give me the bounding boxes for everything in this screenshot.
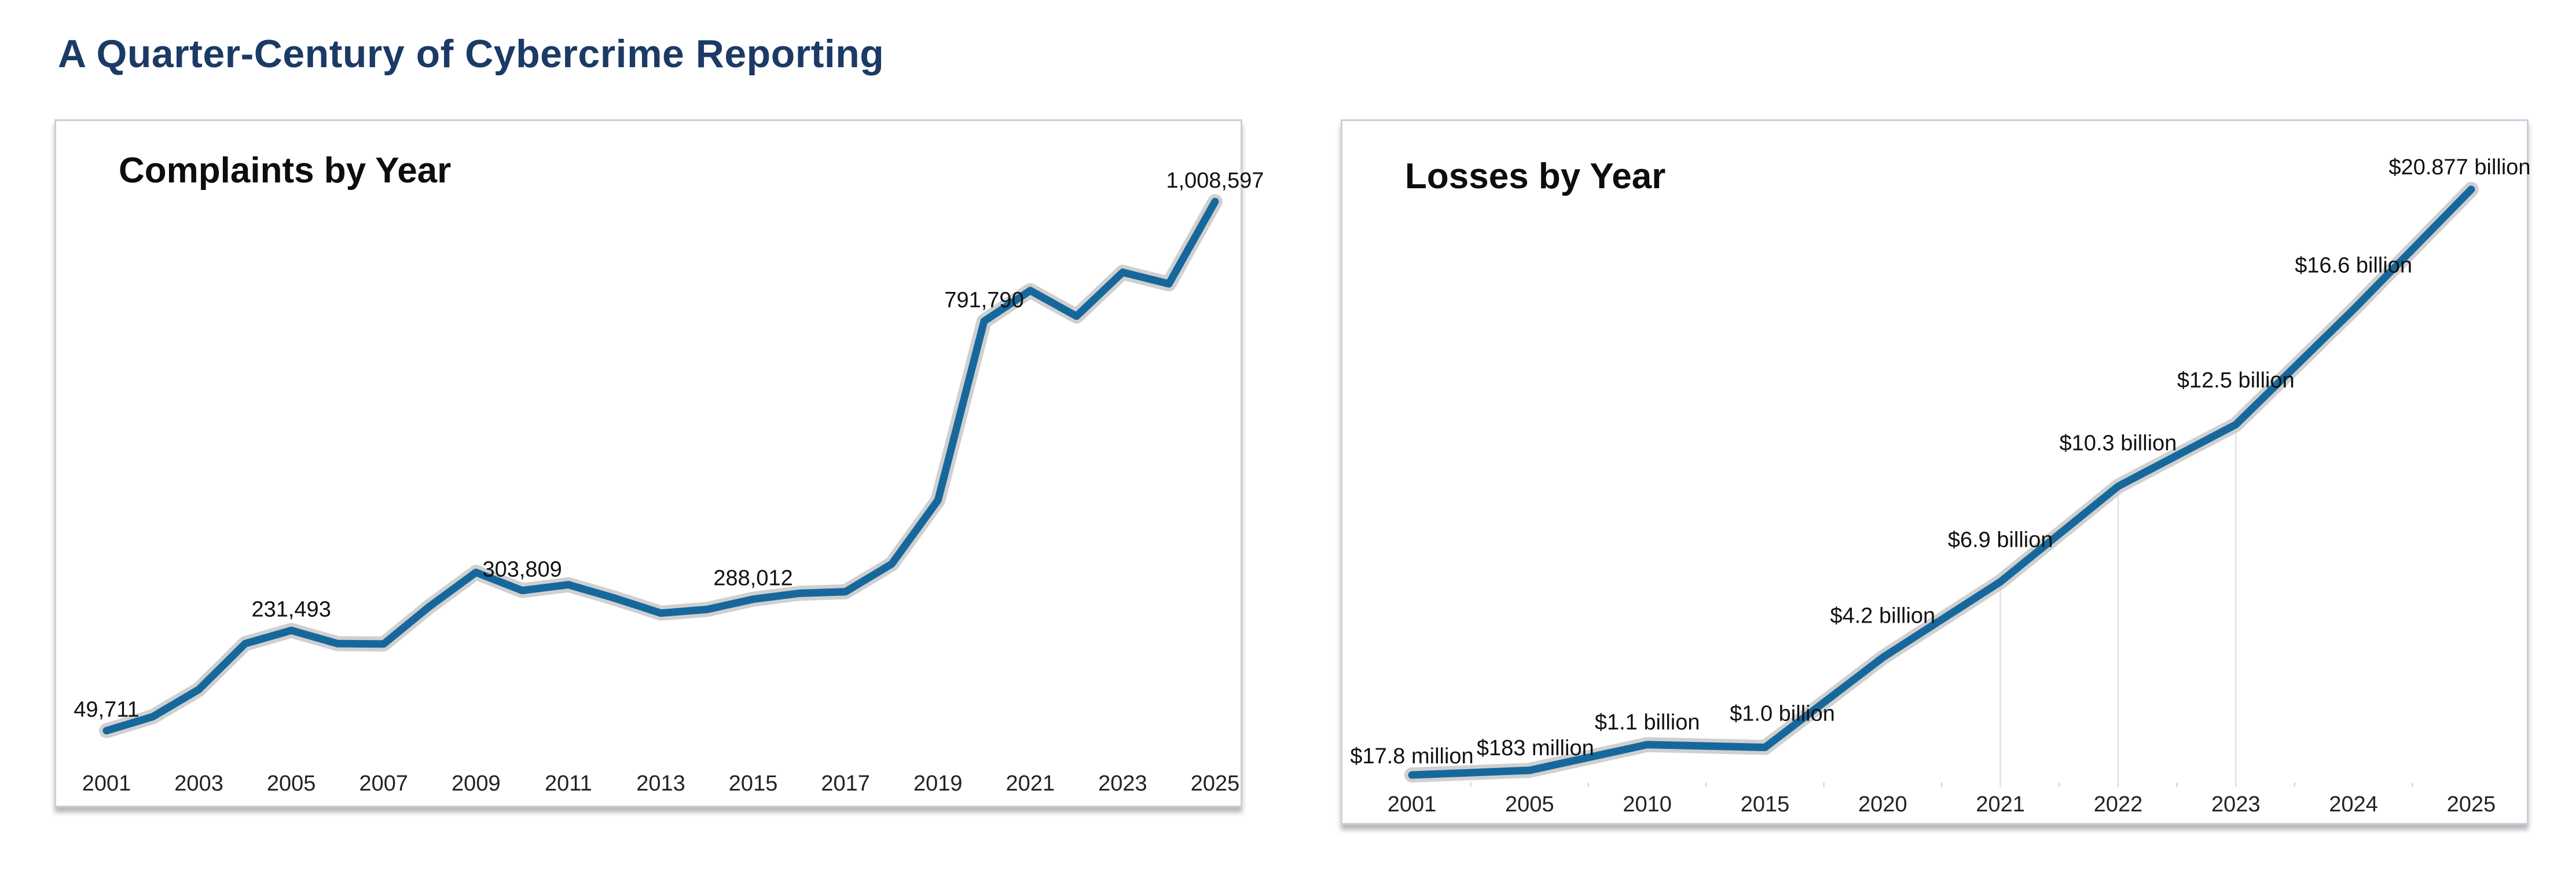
complaints-x-tick-2019: 2019: [913, 771, 963, 796]
complaints-point-2004: [244, 642, 247, 645]
losses-chart-title: Losses by Year: [1405, 156, 1666, 196]
complaints-point-2017: [844, 590, 847, 593]
complaints-point-2008: [428, 605, 431, 608]
complaints-point-2014: [706, 608, 709, 611]
complaints-point-2023: [1121, 271, 1124, 274]
losses-x-tick-2005: 2005: [1505, 792, 1554, 817]
losses-point-2015: [1764, 746, 1766, 749]
losses-point-2022: [2117, 485, 2119, 488]
complaints-x-tick-2013: 2013: [636, 771, 685, 796]
complaints-data-label-2010: 303,809: [482, 558, 562, 582]
complaints-x-tick-2017: 2017: [821, 771, 870, 796]
losses-point-2001: [1411, 774, 1413, 777]
complaints-point-2011: [567, 583, 570, 586]
complaints-point-2003: [197, 688, 200, 691]
losses-x-tick-2025: 2025: [2447, 792, 2496, 817]
complaints-point-2006: [336, 642, 339, 645]
complaints-point-2019: [937, 499, 940, 502]
losses-data-label-2015: $1.0 billion: [1730, 702, 1835, 726]
losses-chart-panel: Losses by Year 2001 2005 2010 2015 2020 2021 2…: [1341, 119, 2531, 825]
losses-x-tick-2022: 2022: [2094, 792, 2143, 817]
losses-data-label-2022: $10.3 billion: [2060, 431, 2177, 456]
complaints-line-chart: 2001 2003 2005 2007 2009 2011 2013 2015 2017 2019…: [74, 169, 1264, 796]
complaints-data-label-2015: 288,012: [713, 566, 792, 591]
complaints-x-tick-2003: 2003: [174, 771, 223, 796]
losses-x-tick-2021: 2021: [1976, 792, 2025, 817]
complaints-chart-panel: Complaints by Year 2001 2003 2005 2007 2009 2…: [54, 119, 1264, 807]
losses-point-2024: [2352, 308, 2355, 311]
losses-line-chart: 2001 2005 2010 2015 2020 2021 2022 2023 2024 2025…: [1350, 155, 2530, 817]
complaints-x-tick-2025: 2025: [1191, 771, 1240, 796]
losses-point-2021: [1999, 580, 2002, 583]
complaints-point-2001: [105, 729, 108, 732]
complaints-x-tick-2023: 2023: [1098, 771, 1147, 796]
complaints-x-tick-2015: 2015: [729, 771, 778, 796]
losses-x-tick-2024: 2024: [2329, 792, 2378, 817]
complaints-point-2002: [151, 715, 154, 718]
losses-data-label-2021: $6.9 billion: [1948, 528, 2053, 553]
losses-series-line: [1408, 185, 2475, 779]
complaints-x-tick-2005: 2005: [267, 771, 316, 796]
complaints-x-tick-2009: 2009: [452, 771, 501, 796]
losses-data-label-2023: $12.5 billion: [2177, 368, 2295, 393]
complaints-point-2015: [752, 598, 755, 601]
losses-data-label-2010: $1.1 billion: [1595, 711, 1700, 735]
losses-point-2010: [1646, 743, 1649, 746]
complaints-point-2007: [382, 642, 385, 645]
losses-x-tick-2023: 2023: [2211, 792, 2261, 817]
complaints-x-tick-2011: 2011: [545, 771, 592, 796]
losses-point-2025: [2470, 188, 2472, 191]
complaints-line-halo: [99, 194, 1223, 738]
losses-data-label-2025: $20.877 billion: [2388, 155, 2530, 180]
losses-data-label-2024: $16.6 billion: [2295, 253, 2412, 277]
complaints-point-2010: [521, 589, 524, 592]
losses-x-tick-2020: 2020: [1858, 792, 1907, 817]
complaints-chart-title: Complaints by Year: [119, 151, 452, 191]
complaints-point-2021: [1029, 289, 1032, 292]
complaints-point-2022: [1075, 314, 1078, 317]
complaints-point-2009: [475, 571, 478, 574]
losses-x-tick-2010: 2010: [1623, 792, 1672, 817]
complaints-x-tick-2007: 2007: [359, 771, 408, 796]
complaints-point-2005: [290, 629, 293, 632]
losses-data-label-2005: $183 million: [1477, 736, 1594, 760]
complaints-series-line: [102, 197, 1219, 735]
complaints-data-label-2005: 231,493: [251, 597, 331, 621]
complaints-point-2025: [1214, 200, 1216, 203]
complaints-data-label-2001: 49,711: [74, 698, 139, 722]
losses-x-tick-2015: 2015: [1741, 792, 1790, 817]
page-title: A Quarter-Century of Cybercrime Reportin…: [58, 32, 885, 76]
losses-point-2005: [1528, 769, 1531, 772]
losses-point-2020: [1881, 656, 1884, 659]
complaints-point-2018: [890, 562, 893, 565]
losses-data-label-2001: $17.8 million: [1350, 744, 1473, 769]
losses-data-label-2020: $4.2 billion: [1830, 603, 1935, 628]
complaints-x-tick-2001: 2001: [82, 771, 131, 796]
complaints-x-tick-2021: 2021: [1006, 771, 1055, 796]
complaints-point-2016: [798, 592, 801, 595]
complaints-point-2024: [1168, 283, 1170, 286]
complaints-point-2013: [659, 612, 662, 614]
complaints-point-2012: [613, 597, 616, 599]
losses-point-2023: [2234, 423, 2237, 426]
losses-x-tick-2001: 2001: [1388, 792, 1437, 817]
complaints-data-label-2020: 791,790: [944, 288, 1023, 313]
complaints-data-label-2025: 1,008,597: [1166, 169, 1264, 193]
complaints-point-2020: [983, 320, 986, 323]
